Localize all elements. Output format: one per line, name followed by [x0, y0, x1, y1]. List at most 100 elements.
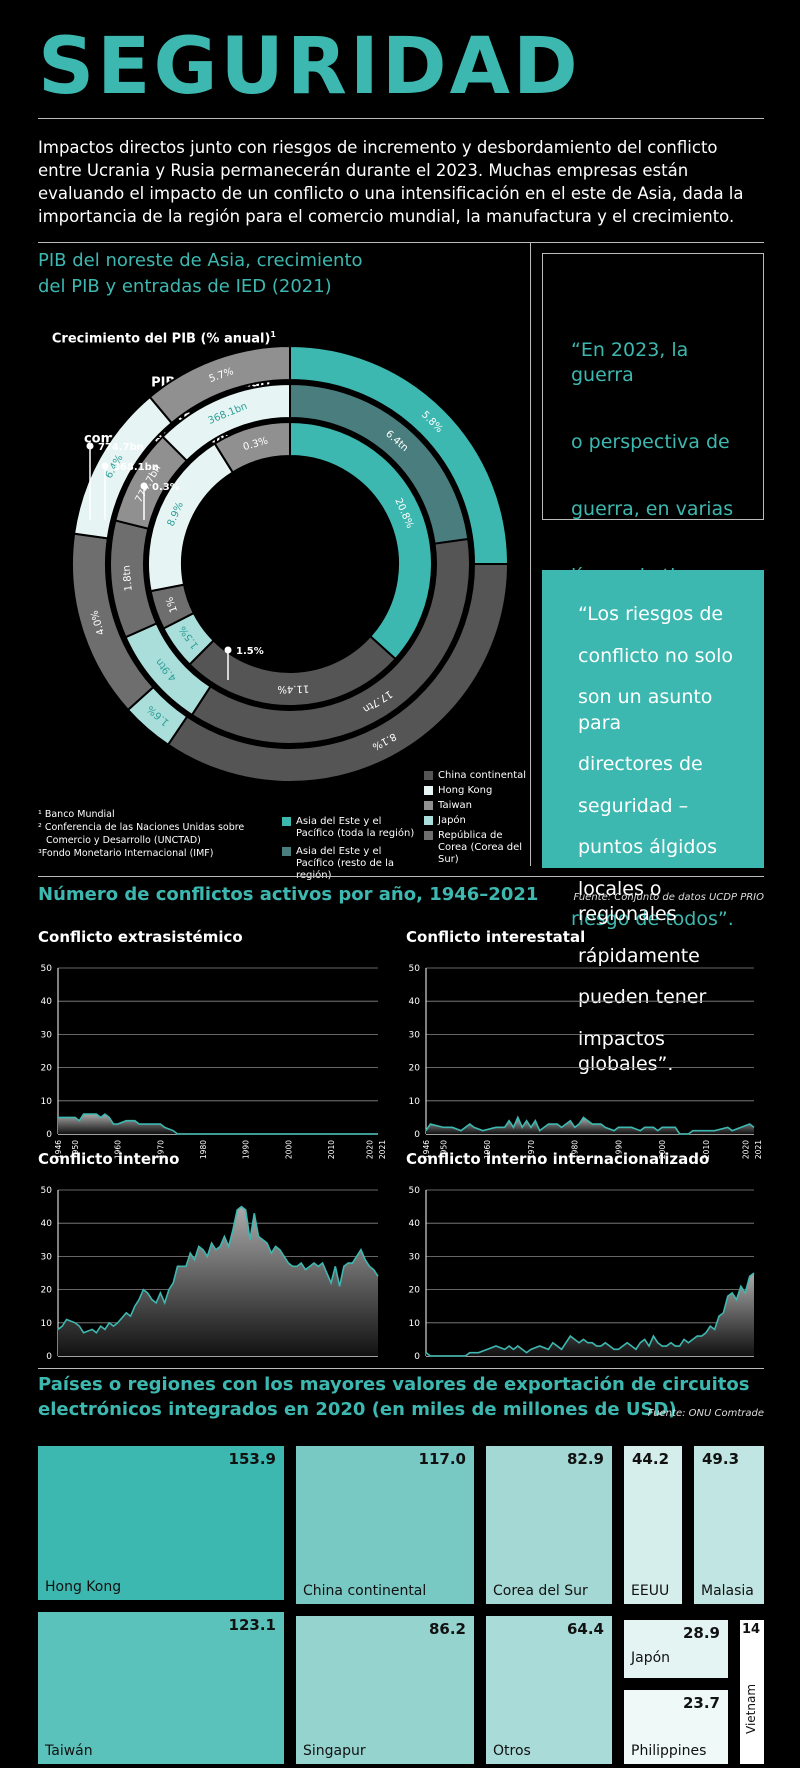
pib-title-line: del PIB y entradas de IED (2021): [38, 276, 332, 297]
footnote: ¹ Banco Mundial: [38, 809, 115, 820]
quote-line: rápidamente: [578, 944, 700, 967]
callout-dot: [101, 462, 109, 470]
treemap-cell: 82.9 Corea del Sur: [486, 1446, 612, 1604]
callout-label: 368.1bn: [113, 462, 159, 473]
quote-line: impactos globales”.: [578, 1027, 674, 1076]
y-tick-label: 20: [41, 1064, 53, 1074]
treemap-label: Vietnam: [744, 1683, 758, 1734]
treemap-label: Malasia: [701, 1583, 754, 1599]
x-tick-label: 1980: [571, 1140, 580, 1159]
treemap-value: 14: [742, 1622, 761, 1637]
legend-swatch: [282, 817, 291, 826]
x-tick-label: 1990: [242, 1140, 251, 1159]
conflict-charts: Conflicto extrasistémico 0 10 20 30 40 50 1946 1…: [38, 928, 763, 1360]
legend-label: Asia del Este y el Pacífico (toda la reg…: [296, 816, 415, 839]
treemap-cell: 64.4 Otros: [486, 1616, 612, 1764]
treemap-value: 123.1: [228, 1616, 276, 1634]
y-tick-label: 0: [46, 1130, 52, 1140]
treemap-cell: 153.9 Hong Kong: [38, 1446, 284, 1600]
y-tick-label: 40: [409, 997, 421, 1007]
callout-label: 1.5%: [236, 646, 264, 657]
treemap-label: Singapur: [303, 1743, 366, 1759]
area-fill: [58, 1206, 378, 1356]
area-fill: [426, 1117, 754, 1134]
series-line: [425, 1272, 755, 1357]
treemap-value: 82.9: [566, 1450, 604, 1468]
x-tick-label: 1970: [527, 1140, 536, 1159]
treemap-cell: 123.1 Taiwán: [38, 1612, 284, 1764]
pib-title: PIB del noreste de Asia, crecimiento del…: [38, 248, 363, 300]
pib-title-line: PIB del noreste de Asia, crecimiento: [38, 250, 363, 271]
legend-item: Hong Kong: [424, 785, 534, 797]
quote-line: o perspectiva de: [571, 431, 730, 453]
x-tick-label: 2021: [378, 1140, 387, 1159]
quote-line: “En 2023, la guerra: [571, 339, 689, 386]
legend-label: Asia del Este y el Pacífico (resto de la…: [296, 846, 395, 881]
legend-label: República de Corea (Corea del Sur): [438, 830, 523, 865]
y-tick-label: 0: [414, 1352, 420, 1360]
treemap-label: Otros: [493, 1743, 531, 1759]
y-tick-label: 30: [409, 1252, 421, 1262]
slice-label: 1.8tn: [121, 565, 134, 592]
treemap-value: 153.9: [228, 1450, 276, 1468]
panel-title: Conflicto interestatal: [406, 928, 585, 946]
legend-swatch: [424, 801, 433, 810]
x-tick-label: 1946: [422, 1140, 431, 1159]
donut-slice: [213, 420, 291, 474]
x-tick-label: 1980: [199, 1140, 208, 1159]
treemap-label: Japón: [631, 1650, 671, 1666]
legend-swatch: [424, 786, 433, 795]
footnote: Comercio y Desarrollo (UNCTAD): [46, 835, 201, 846]
x-tick-label: 2010: [702, 1140, 711, 1159]
divider: [38, 118, 764, 119]
callout-label: 774.7bn: [98, 442, 144, 453]
y-tick-label: 10: [409, 1319, 421, 1329]
slice-label: 1%: [164, 595, 180, 614]
legend-item: Asia del Este y el Pacífico (toda la reg…: [282, 816, 422, 840]
quote-line: seguridad –: [578, 794, 689, 817]
panel-title: Conflicto interno internacionalizado: [406, 1150, 709, 1168]
quote-line: puntos álgidos: [578, 836, 718, 858]
x-tick-label: 1990: [614, 1140, 623, 1159]
y-tick-label: 50: [409, 964, 421, 974]
exports-title-line: Países o regiones con los mayores valore…: [38, 1374, 750, 1395]
y-tick-label: 50: [41, 1186, 53, 1196]
y-tick-label: 0: [46, 1352, 52, 1360]
area-fill: [58, 1114, 378, 1134]
legend-gray: China continental Hong Kong Taiwan Japón Rep…: [424, 770, 534, 869]
conflicts-title: Número de conflictos activos por año, 19…: [38, 884, 539, 905]
y-tick-label: 30: [41, 1252, 53, 1262]
y-tick-label: 10: [41, 1319, 53, 1329]
divider-vertical: [530, 242, 531, 866]
treemap-cell: 117.0 China continental: [296, 1446, 474, 1604]
callout-dot: [224, 646, 232, 654]
x-tick-label: 2020: [742, 1140, 751, 1159]
footnote: ³Fondo Monetario Internacional (IMF): [38, 848, 214, 859]
area-fill: [426, 1273, 754, 1356]
x-tick-label: 2021: [754, 1140, 763, 1159]
x-tick-label: 2020: [366, 1140, 375, 1159]
x-tick-label: 1970: [156, 1140, 165, 1159]
donut-chart: 5.8%8.1%1.6%4.0%6.4%5.7%6.4tn17.7tn4.9tn…: [71, 344, 510, 783]
treemap-label: Taiwán: [45, 1743, 93, 1759]
legend-label: Taiwan: [438, 800, 473, 811]
series-line: [57, 1205, 379, 1334]
ring-label-outer: Crecimiento del PIB (% anual)1: [51, 330, 276, 347]
exports-title-line: electrónicos integrados en 2020 (en mile…: [38, 1399, 677, 1420]
legend-swatch: [424, 771, 433, 780]
panel-title: Conflicto interno: [38, 1150, 179, 1168]
footnotes: ¹ Banco Mundial ² Conferencia de las Nac…: [38, 808, 278, 860]
legend-item: Asia del Este y el Pacífico (resto de la…: [282, 846, 422, 882]
exports-source: Fuente: ONU Comtrade: [647, 1408, 764, 1419]
x-tick-label: 2000: [284, 1140, 293, 1159]
conflicts-source: Fuente: Conjunto de datos UCDP PRIO: [573, 892, 765, 903]
y-tick-label: 40: [409, 1219, 421, 1229]
quote-line: son un asunto para: [578, 686, 713, 734]
y-tick-label: 40: [41, 1219, 53, 1229]
divider: [38, 876, 764, 877]
treemap-value: 44.2: [632, 1450, 670, 1468]
quote-line: “Los riesgos de: [578, 603, 724, 625]
donut-slice: [161, 382, 291, 463]
y-tick-label: 10: [409, 1097, 421, 1107]
legend-label: China continental: [438, 770, 527, 781]
